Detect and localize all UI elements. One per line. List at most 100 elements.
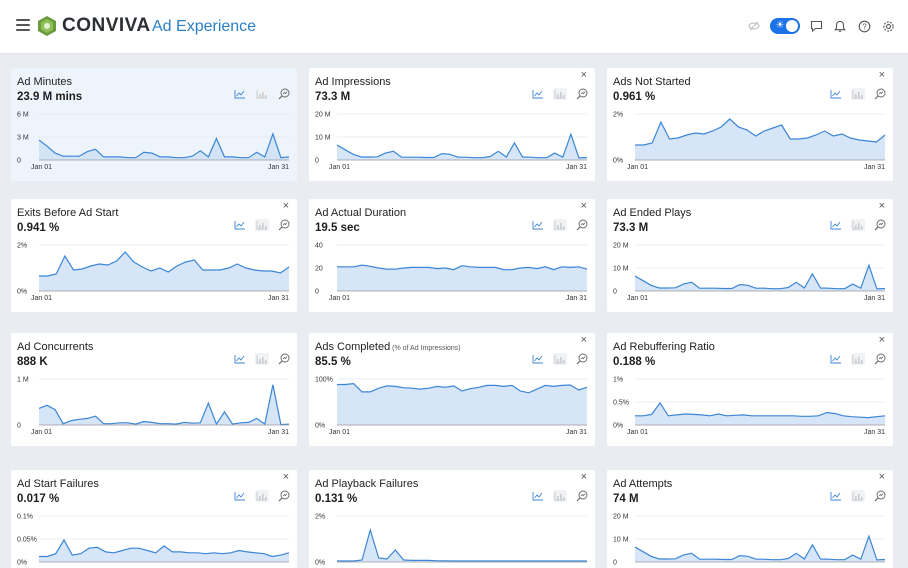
line-chart-icon[interactable] (531, 490, 545, 502)
hamburger-menu-icon[interactable] (16, 19, 30, 31)
bar-chart-icon[interactable] (255, 88, 269, 100)
x-start-label: Jan 01 (31, 164, 52, 171)
zoom-chart-icon[interactable] (575, 353, 589, 365)
metric-card[interactable]: 40 20 0 Jan 01 Jan 31 Ad Actual Duration 19.5 … (309, 199, 595, 312)
zoom-chart-icon[interactable] (873, 219, 887, 231)
card-title: Ad Minutes (17, 76, 72, 88)
line-chart-icon[interactable] (233, 219, 247, 231)
y-tick-label: 10 M (613, 266, 629, 273)
metric-chart: 20 M 10 M 0 Jan 01 Jan 31 (613, 243, 885, 303)
bar-chart-icon[interactable] (553, 219, 567, 231)
metric-card[interactable]: 2% 0% Ad Playback Failures 0.131 % × (309, 470, 595, 568)
line-chart-icon[interactable] (829, 353, 843, 365)
bar-chart-icon[interactable] (553, 88, 567, 100)
line-chart-icon[interactable] (233, 353, 247, 365)
close-icon[interactable]: × (580, 69, 587, 81)
metric-card[interactable]: 2% 0% Jan 01 Jan 31 Exits Before Ad Start 0.9… (11, 199, 297, 312)
metric-card[interactable]: 20 M 10 M 0 Ad Attempts 74 M × (607, 470, 893, 568)
card-title: Ads Completed (% of Ad Impressions) (315, 341, 461, 353)
visibility-off-icon[interactable] (746, 18, 762, 34)
help-icon[interactable]: ? (856, 18, 872, 34)
series-line (39, 538, 290, 558)
line-chart-icon[interactable] (829, 219, 843, 231)
metric-chart: 1 M 0 Jan 01 Jan 31 (17, 377, 289, 437)
bar-chart-icon[interactable] (553, 490, 567, 502)
line-chart-icon[interactable] (829, 490, 843, 502)
line-chart-icon[interactable] (233, 490, 247, 502)
bar-chart-icon[interactable] (851, 88, 865, 100)
zoom-chart-icon[interactable] (575, 490, 589, 502)
zoom-chart-icon[interactable] (575, 219, 589, 231)
zoom-chart-icon[interactable] (277, 353, 291, 365)
zoom-chart-icon[interactable] (873, 490, 887, 502)
card-value: 0.941 % (17, 222, 60, 234)
y-tick-label: 0 (613, 560, 617, 567)
card-value: 0.017 % (17, 493, 60, 505)
card-value: 23.9 M mins (17, 91, 83, 103)
line-chart-icon[interactable] (531, 88, 545, 100)
metric-card[interactable]: 100% 0% Jan 01 Jan 31 Ads Completed (% of Ad… (309, 333, 595, 446)
y-tick-label: 20 M (613, 243, 629, 250)
line-chart-icon[interactable] (829, 88, 843, 100)
y-tick-label: 0 (315, 289, 319, 296)
close-icon[interactable]: × (878, 200, 885, 212)
bar-chart-icon[interactable] (255, 353, 269, 365)
bell-icon[interactable] (832, 18, 848, 34)
y-tick-label: 3 M (17, 135, 29, 142)
bar-chart-icon[interactable] (553, 353, 567, 365)
close-icon[interactable]: × (878, 334, 885, 346)
card-title: Ad Concurrents (17, 341, 93, 353)
close-icon[interactable]: × (580, 200, 587, 212)
metric-card[interactable]: 1 M 0 Jan 01 Jan 31 Ad Concurrents 888 K (11, 333, 297, 446)
y-tick-label: 10 M (315, 135, 331, 142)
close-icon[interactable]: × (878, 69, 885, 81)
line-chart-icon[interactable] (233, 88, 247, 100)
bar-chart-icon[interactable] (851, 219, 865, 231)
bar-chart-icon[interactable] (255, 219, 269, 231)
metric-card[interactable]: 6 M 3 M 0 Jan 01 Jan 31 Ad Minutes 23.9 M mins (11, 68, 297, 181)
y-tick-label: 20 (315, 266, 323, 273)
zoom-chart-icon[interactable] (873, 88, 887, 100)
card-title: Ad Impressions (315, 76, 391, 88)
zoom-chart-icon[interactable] (277, 490, 291, 502)
chat-icon[interactable] (808, 18, 824, 34)
close-icon[interactable]: × (580, 471, 587, 483)
zoom-chart-icon[interactable] (873, 353, 887, 365)
x-start-label: Jan 01 (31, 429, 52, 436)
y-tick-label: 100% (315, 377, 333, 384)
metric-card[interactable]: 20 M 10 M 0 Jan 01 Jan 31 Ad Ended Plays 73.3 … (607, 199, 893, 312)
close-icon[interactable]: × (282, 200, 289, 212)
line-chart-icon[interactable] (531, 219, 545, 231)
series-area (39, 539, 289, 562)
metric-chart: 1% 0.5% 0% Jan 01 Jan 31 (613, 377, 886, 437)
card-title-text: Ad Minutes (17, 76, 73, 88)
card-title-text: Ads Not Started (613, 76, 691, 88)
y-tick-label: 0% (315, 560, 325, 567)
bar-chart-icon[interactable] (851, 353, 865, 365)
series-line (39, 251, 290, 277)
theme-toggle[interactable]: ☀ (770, 18, 800, 34)
bar-chart-icon[interactable] (851, 490, 865, 502)
metric-card[interactable]: 0.1% 0.05% 0% Ad Start Failures 0.017 % × (11, 470, 297, 568)
x-end-label: Jan 31 (268, 164, 289, 171)
card-title-text: Ad Start Failures (17, 478, 99, 490)
settings-gear-icon[interactable] (880, 18, 896, 34)
line-chart-icon[interactable] (531, 353, 545, 365)
metric-card[interactable]: 20 M 10 M 0 Jan 01 Jan 31 Ad Impressions 73.3 … (309, 68, 595, 181)
close-icon[interactable]: × (282, 471, 289, 483)
bar-chart-icon[interactable] (255, 490, 269, 502)
metric-card[interactable]: 2% 0% Jan 01 Jan 31 Ads Not Started 0.961 % × (607, 68, 893, 181)
y-tick-label: 1 M (17, 377, 29, 384)
card-title: Ad Playback Failures (315, 478, 418, 490)
series-line (635, 401, 886, 419)
zoom-chart-icon[interactable] (277, 88, 291, 100)
close-icon[interactable]: × (878, 471, 885, 483)
close-icon[interactable]: × (580, 334, 587, 346)
zoom-chart-icon[interactable] (277, 219, 291, 231)
card-title: Ad Rebuffering Ratio (613, 341, 715, 353)
zoom-chart-icon[interactable] (575, 88, 589, 100)
metric-card[interactable]: 1% 0.5% 0% Jan 01 Jan 31 Ad Rebuffering Ratio… (607, 333, 893, 446)
y-tick-label: 0% (17, 289, 27, 296)
series-line (634, 534, 886, 561)
metric-chart: 2% 0% (315, 514, 587, 567)
